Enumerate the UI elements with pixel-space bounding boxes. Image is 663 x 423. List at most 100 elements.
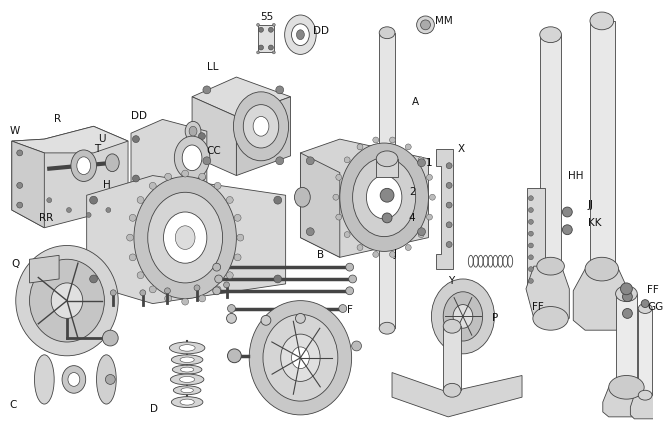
Circle shape [351, 341, 361, 351]
Ellipse shape [377, 151, 398, 167]
Ellipse shape [638, 304, 652, 313]
Circle shape [269, 27, 273, 32]
Polygon shape [87, 176, 286, 304]
Ellipse shape [353, 158, 416, 236]
Circle shape [528, 231, 533, 236]
Circle shape [276, 86, 284, 94]
Ellipse shape [171, 355, 203, 365]
Circle shape [306, 228, 314, 236]
Ellipse shape [379, 322, 395, 334]
Ellipse shape [444, 319, 461, 333]
Ellipse shape [540, 258, 562, 274]
Text: X: X [458, 144, 465, 154]
Circle shape [203, 157, 211, 165]
Text: RR: RR [39, 213, 54, 223]
Circle shape [405, 144, 411, 150]
Polygon shape [12, 126, 128, 228]
Circle shape [194, 285, 200, 291]
Circle shape [137, 272, 144, 279]
Text: GG: GG [647, 302, 663, 312]
Circle shape [227, 305, 235, 313]
Text: 2: 2 [409, 187, 416, 197]
Ellipse shape [585, 257, 619, 281]
Ellipse shape [533, 307, 568, 330]
Bar [44, 355, 106, 404]
Circle shape [269, 45, 273, 50]
Circle shape [296, 313, 306, 323]
Ellipse shape [77, 157, 91, 175]
Text: 55: 55 [260, 12, 273, 22]
Text: Q: Q [12, 259, 20, 269]
Circle shape [129, 254, 136, 261]
Ellipse shape [180, 399, 194, 405]
Circle shape [405, 244, 411, 250]
Circle shape [333, 194, 339, 200]
Text: U: U [99, 134, 106, 144]
Ellipse shape [30, 259, 104, 342]
Circle shape [215, 275, 223, 283]
FancyBboxPatch shape [290, 139, 428, 255]
Circle shape [528, 278, 533, 283]
Circle shape [373, 137, 379, 143]
Circle shape [276, 157, 284, 165]
FancyBboxPatch shape [387, 316, 523, 405]
Circle shape [164, 295, 172, 302]
FancyBboxPatch shape [6, 257, 132, 346]
Text: DD: DD [131, 111, 147, 121]
Bar [616, 294, 637, 387]
Bar [377, 159, 398, 176]
Bar [527, 188, 545, 287]
Circle shape [261, 316, 271, 325]
Circle shape [227, 349, 241, 363]
Circle shape [430, 194, 436, 200]
Ellipse shape [105, 154, 119, 172]
Text: Y: Y [448, 276, 454, 286]
Circle shape [380, 188, 394, 202]
Circle shape [306, 157, 314, 165]
Text: JJ: JJ [588, 200, 594, 210]
Ellipse shape [263, 314, 338, 401]
Circle shape [226, 197, 233, 203]
Circle shape [127, 234, 133, 241]
Circle shape [390, 137, 395, 143]
Circle shape [382, 213, 392, 223]
Ellipse shape [616, 379, 637, 395]
Circle shape [528, 266, 533, 272]
Circle shape [237, 234, 244, 241]
Text: R: R [54, 114, 61, 124]
Circle shape [182, 298, 188, 305]
Circle shape [418, 232, 424, 238]
Ellipse shape [71, 150, 97, 181]
Circle shape [164, 173, 172, 180]
Ellipse shape [292, 347, 309, 368]
Circle shape [420, 20, 430, 30]
Circle shape [86, 212, 91, 217]
Circle shape [259, 27, 263, 32]
Circle shape [17, 182, 23, 188]
Circle shape [203, 86, 211, 94]
Ellipse shape [170, 374, 204, 385]
FancyBboxPatch shape [5, 350, 131, 409]
Ellipse shape [243, 104, 278, 148]
Ellipse shape [97, 355, 116, 404]
Circle shape [344, 157, 350, 163]
Ellipse shape [432, 279, 495, 354]
Circle shape [641, 299, 649, 308]
Circle shape [426, 174, 432, 180]
Circle shape [357, 144, 363, 150]
Circle shape [446, 202, 452, 208]
Polygon shape [30, 255, 59, 283]
Ellipse shape [340, 143, 428, 251]
Circle shape [528, 208, 533, 212]
Text: 4: 4 [409, 213, 416, 223]
Text: LL: LL [207, 62, 218, 72]
Ellipse shape [174, 136, 210, 179]
Text: 1: 1 [426, 158, 432, 168]
Ellipse shape [453, 305, 473, 328]
Circle shape [105, 374, 115, 385]
Circle shape [137, 197, 144, 203]
Polygon shape [12, 126, 128, 153]
Circle shape [227, 313, 237, 323]
FancyBboxPatch shape [126, 119, 215, 190]
Circle shape [416, 16, 434, 34]
